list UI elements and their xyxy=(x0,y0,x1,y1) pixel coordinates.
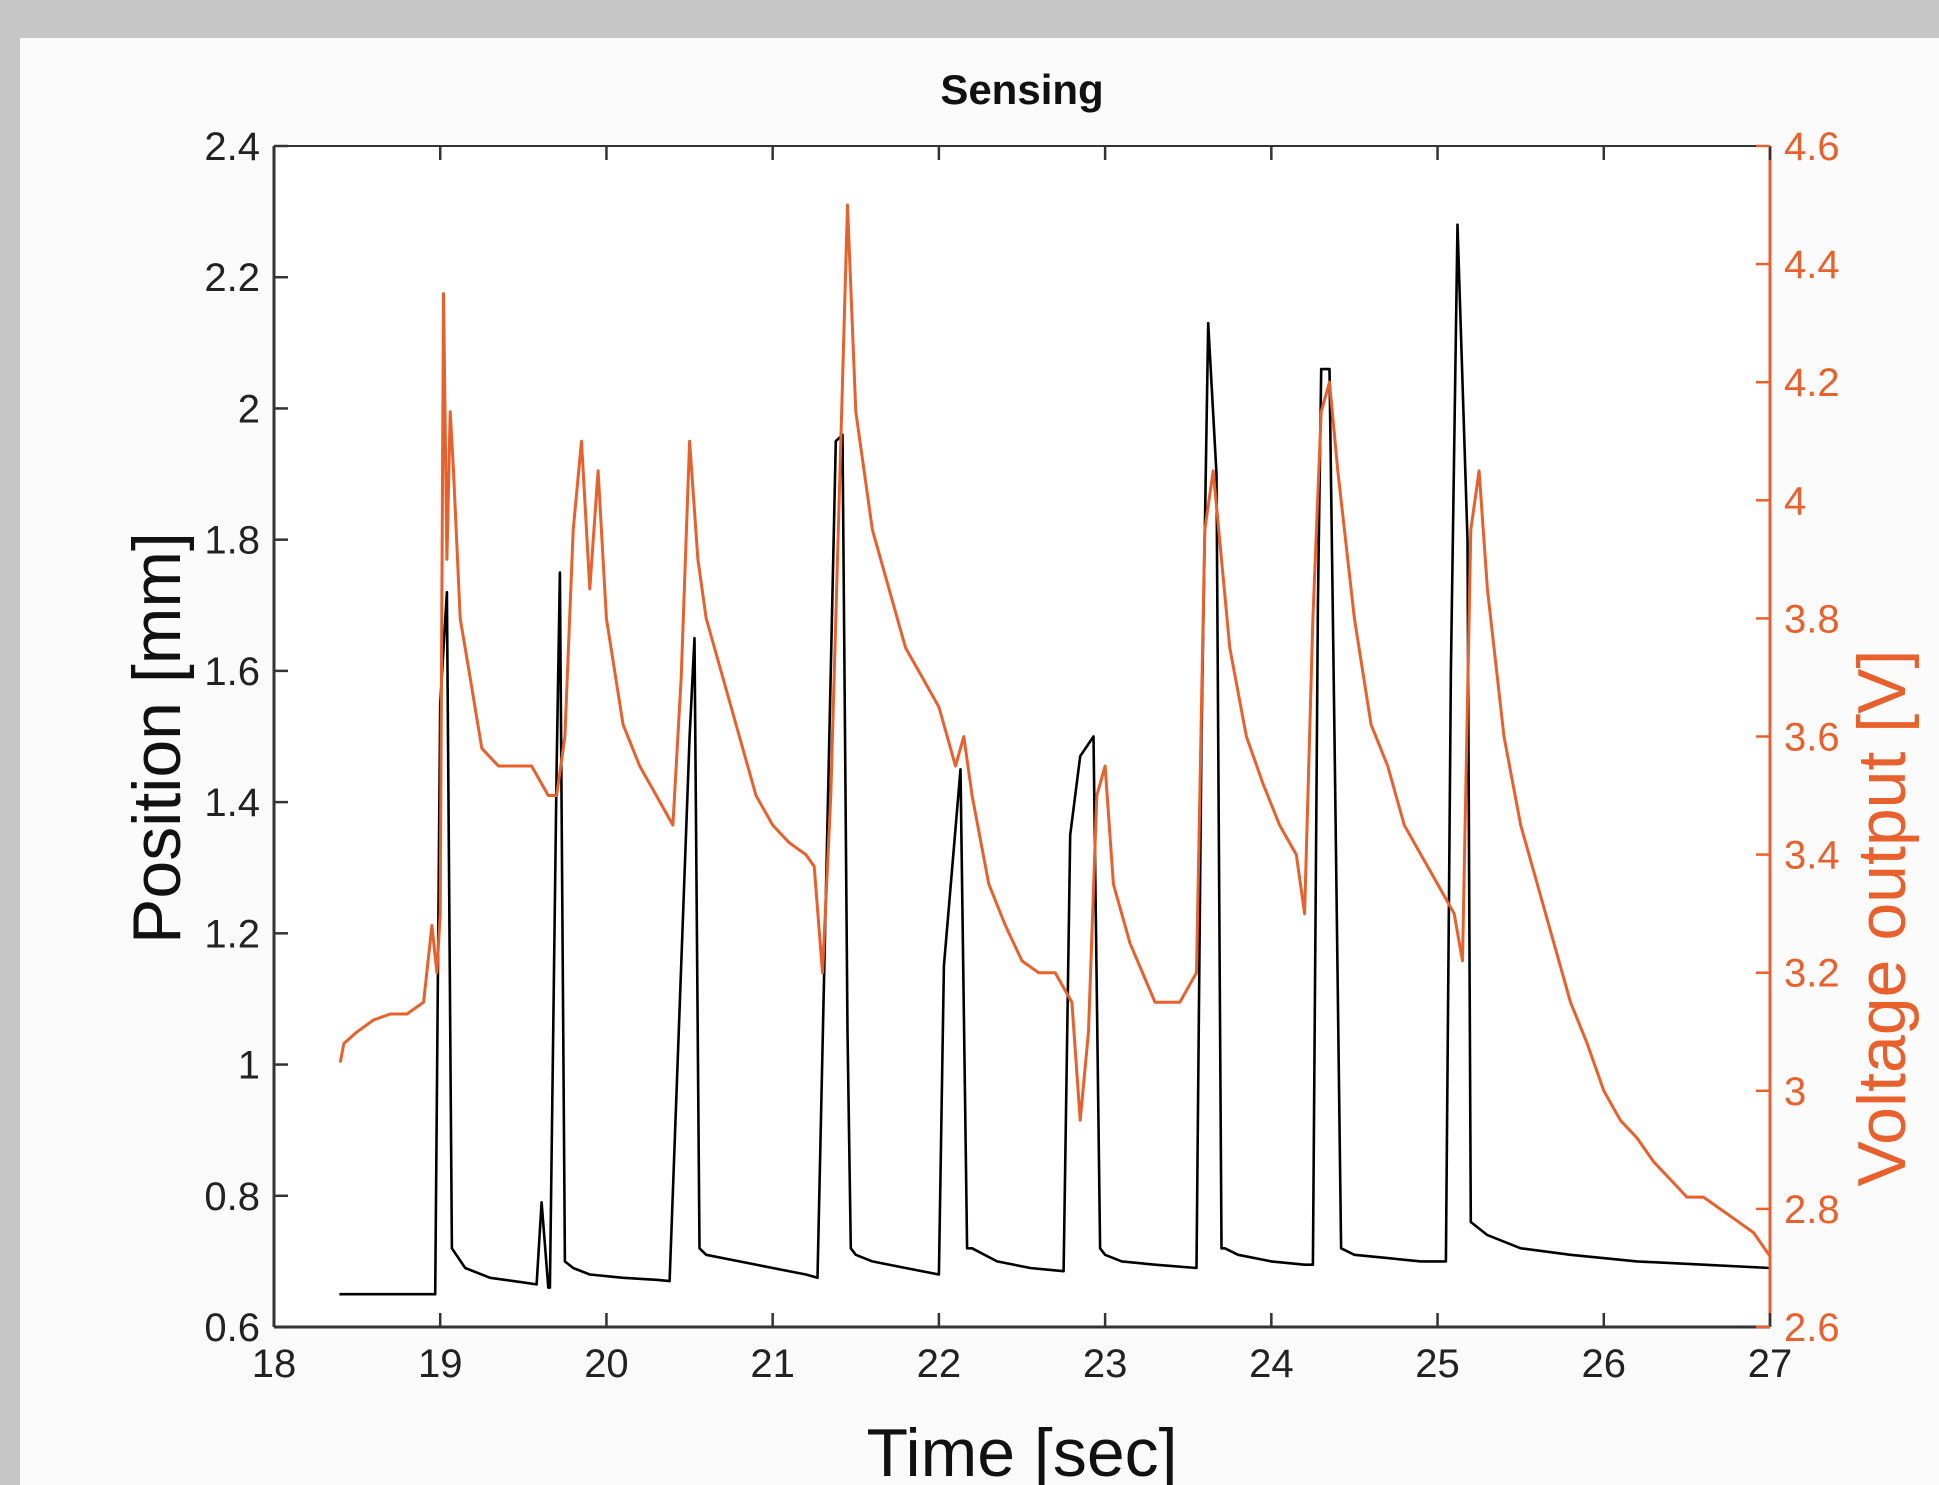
left-y-axis-title: Position [mm] xyxy=(119,532,195,944)
x-tick-label: 21 xyxy=(750,1342,795,1386)
right-y-axis-title: Voltage output [V] xyxy=(1844,650,1920,1187)
chart-title: Sensing xyxy=(940,66,1103,113)
right-y-tick-label: 4.4 xyxy=(1784,243,1840,287)
left-y-tick-label: 1.2 xyxy=(204,912,260,956)
left-y-tick-label: 1 xyxy=(238,1044,260,1088)
right-y-tick-label: 3.4 xyxy=(1784,834,1840,878)
dual-axis-line-chart: 18 19 20 21 22 23 24 25 26 270.60.811.21.41.61.82… xyxy=(119,66,1920,1485)
x-tick-label: 26 xyxy=(1582,1342,1627,1386)
x-tick-label: 19 xyxy=(418,1342,463,1386)
x-tick-label: 23 xyxy=(1083,1342,1128,1386)
right-y-tick-label: 3.2 xyxy=(1784,952,1840,996)
x-tick-label: 18 xyxy=(252,1342,297,1386)
left-y-tick-label: 0.6 xyxy=(204,1306,260,1350)
right-y-tick-label: 2.8 xyxy=(1784,1188,1840,1232)
right-y-tick-label: 4.2 xyxy=(1784,361,1840,405)
x-tick-label: 24 xyxy=(1249,1342,1294,1386)
voltage-series-line xyxy=(339,203,1772,1258)
left-y-tick-label: 2.2 xyxy=(204,256,260,300)
right-y-tick-label: 2.6 xyxy=(1784,1306,1840,1350)
x-tick-label: 22 xyxy=(917,1342,962,1386)
left-y-tick-label: 2 xyxy=(238,387,260,431)
right-y-tick-label: 3 xyxy=(1784,1070,1806,1114)
left-y-tick-label: 1.6 xyxy=(204,650,260,694)
x-axis-title: Time [sec] xyxy=(866,1415,1177,1485)
series-layer xyxy=(339,203,1772,1296)
position-series-line xyxy=(339,223,1772,1296)
left-y-tick-label: 1.8 xyxy=(204,519,260,563)
plot-area xyxy=(274,146,1770,1327)
plot-background xyxy=(274,146,1770,1327)
x-tick-label: 27 xyxy=(1748,1342,1793,1386)
left-y-tick-label: 2.4 xyxy=(204,125,260,169)
right-y-tick-label: 4.6 xyxy=(1784,125,1840,169)
figure-panel: 18 19 20 21 22 23 24 25 26 27 0.6 0.8 1 1.2 1.4 1.6 1.8 2… xyxy=(20,38,1939,1485)
axes-layer: 18 19 20 21 22 23 24 25 26 270.60.811.21.41.61.82… xyxy=(204,125,1839,1386)
x-tick-label: 20 xyxy=(584,1342,629,1386)
left-y-tick-label: 1.4 xyxy=(204,781,260,825)
x-tick-label: 25 xyxy=(1415,1342,1460,1386)
right-y-tick-label: 4 xyxy=(1784,479,1806,523)
right-y-tick-label: 3.8 xyxy=(1784,597,1840,641)
left-y-tick-label: 0.8 xyxy=(204,1175,260,1219)
right-y-tick-label: 3.6 xyxy=(1784,716,1840,760)
